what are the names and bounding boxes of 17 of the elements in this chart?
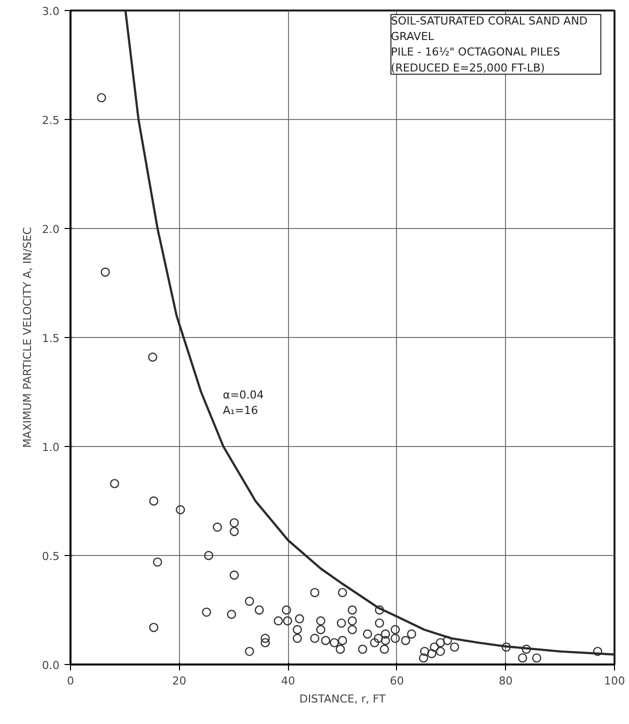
y-tick-label: 0.0 bbox=[42, 659, 60, 672]
y-tick-label: 1.0 bbox=[42, 441, 60, 454]
x-tick-label: 100 bbox=[604, 674, 625, 688]
x-tick-label: 20 bbox=[172, 674, 186, 688]
y-tick-label: 1.5 bbox=[42, 332, 60, 345]
x-tick-label: 60 bbox=[390, 674, 404, 688]
x-tick-label: 40 bbox=[281, 674, 296, 688]
x-axis-title: DISTANCE, r, FT bbox=[299, 692, 386, 706]
x-tick-label: 80 bbox=[498, 674, 513, 688]
y-tick-label: 3.0 bbox=[42, 5, 60, 18]
annotation: SOIL-SATURATED CORAL SAND AND GRAVEL PILE - 16½" OCTAGONAL PILES (REDUCED E=25,000 FT-LB) bbox=[390, 14, 588, 74]
x-tick-label: 0 bbox=[67, 674, 74, 688]
y-tick-label: 2.5 bbox=[42, 114, 60, 127]
annotation: α=0.04 A₁=16 bbox=[222, 388, 264, 418]
y-tick-label: 2.0 bbox=[42, 223, 60, 236]
y-axis-title: MAXIMUM PARTICLE VELOCITY A, IN/SEC bbox=[21, 226, 34, 448]
y-tick-label: 0.5 bbox=[42, 550, 60, 563]
